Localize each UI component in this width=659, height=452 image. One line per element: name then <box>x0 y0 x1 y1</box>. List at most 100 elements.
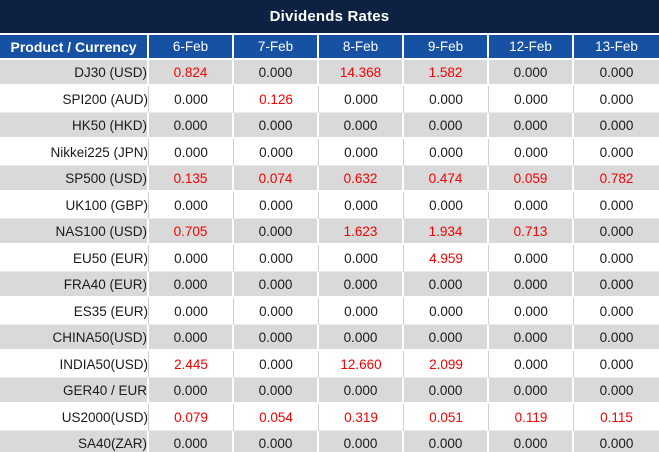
dividend-value-cell: 0.051 <box>404 404 489 431</box>
dividend-value-cell: 0.000 <box>489 325 574 351</box>
dividend-value-cell: 0.000 <box>404 86 489 113</box>
product-cell: NAS100 (USD) <box>0 219 149 245</box>
dividend-value-cell: 0.000 <box>319 86 404 113</box>
table-row: UK100 (GBP) 0.000 0.000 0.000 0.000 0.000 0.00… <box>0 192 659 219</box>
dividend-value-cell: 0.000 <box>404 272 489 298</box>
dividend-value-cell: 0.000 <box>234 351 319 378</box>
dividend-value-cell: 0.000 <box>149 272 234 298</box>
dividend-value-cell: 0.474 <box>404 166 489 192</box>
table-row: HK50 (HKD) 0.000 0.000 0.000 0.000 0.000 0.000 <box>0 113 659 139</box>
dividend-value-cell: 0.000 <box>234 60 319 86</box>
dividend-value-cell: 0.000 <box>489 192 574 219</box>
dividend-value-cell: 0.000 <box>404 431 489 452</box>
product-cell: DJ30 (USD) <box>0 60 149 86</box>
dividend-value-cell: 14.368 <box>319 60 404 86</box>
dividend-value-cell: 0.119 <box>489 404 574 431</box>
table-row: Nikkei225 (JPN) 0.000 0.000 0.000 0.000 0.000… <box>0 139 659 166</box>
dividend-value-cell: 0.000 <box>234 192 319 219</box>
dividend-value-cell: 0.000 <box>319 113 404 139</box>
dividend-value-cell: 0.000 <box>574 60 659 86</box>
dividend-value-cell: 0.000 <box>319 378 404 404</box>
table-body: DJ30 (USD) 0.824 0.000 14.368 1.582 0.000 0.00… <box>0 60 659 452</box>
dividend-value-cell: 0.115 <box>574 404 659 431</box>
dividend-value-cell: 0.000 <box>234 113 319 139</box>
dividend-value-cell: 0.000 <box>404 298 489 325</box>
dividend-value-cell: 0.000 <box>574 378 659 404</box>
column-header-date: 9-Feb <box>404 35 489 60</box>
product-cell: UK100 (GBP) <box>0 192 149 219</box>
column-header-date: 8-Feb <box>319 35 404 60</box>
dividend-value-cell: 1.582 <box>404 60 489 86</box>
dividend-value-cell: 0.000 <box>489 60 574 86</box>
dividends-table: Product / Currency 6-Feb 7-Feb 8-Feb 9-Feb 12… <box>0 35 659 452</box>
dividend-value-cell: 1.934 <box>404 219 489 245</box>
dividend-value-cell: 0.000 <box>489 113 574 139</box>
table-row: SPI200 (AUD) 0.000 0.126 0.000 0.000 0.000 0.0… <box>0 86 659 113</box>
dividend-value-cell: 4.959 <box>404 245 489 272</box>
dividend-value-cell: 0.000 <box>149 378 234 404</box>
dividend-value-cell: 0.079 <box>149 404 234 431</box>
dividend-value-cell: 0.000 <box>149 298 234 325</box>
product-cell: INDIA50(USD) <box>0 351 149 378</box>
dividend-value-cell: 0.705 <box>149 219 234 245</box>
product-cell: ES35 (EUR) <box>0 298 149 325</box>
dividend-value-cell: 0.059 <box>489 166 574 192</box>
dividend-value-cell: 12.660 <box>319 351 404 378</box>
dividend-value-cell: 0.000 <box>234 139 319 166</box>
table-row: SP500 (USD) 0.135 0.074 0.632 0.474 0.059 0.78… <box>0 166 659 192</box>
table-row: GER40 / EUR 0.000 0.000 0.000 0.000 0.000 0.00… <box>0 378 659 404</box>
dividend-value-cell: 0.000 <box>149 431 234 452</box>
dividend-value-cell: 0.000 <box>149 113 234 139</box>
dividend-value-cell: 2.445 <box>149 351 234 378</box>
table-row: DJ30 (USD) 0.824 0.000 14.368 1.582 0.000 0.00… <box>0 60 659 86</box>
dividend-value-cell: 0.000 <box>574 325 659 351</box>
title-bar: Dividends Rates <box>0 0 659 33</box>
dividend-value-cell: 0.000 <box>489 431 574 452</box>
dividend-value-cell: 0.000 <box>574 431 659 452</box>
column-header-date: 13-Feb <box>574 35 659 60</box>
dividend-value-cell: 0.000 <box>489 86 574 113</box>
table-row: INDIA50(USD) 2.445 0.000 12.660 2.099 0.000 0.… <box>0 351 659 378</box>
dividend-value-cell: 0.000 <box>319 325 404 351</box>
product-cell: Nikkei225 (JPN) <box>0 139 149 166</box>
dividend-value-cell: 0.000 <box>574 298 659 325</box>
table-row: NAS100 (USD) 0.705 0.000 1.623 1.934 0.713 0.0… <box>0 219 659 245</box>
dividend-value-cell: 0.000 <box>149 325 234 351</box>
column-header-date: 6-Feb <box>149 35 234 60</box>
dividend-value-cell: 0.000 <box>319 431 404 452</box>
dividend-value-cell: 0.126 <box>234 86 319 113</box>
dividend-value-cell: 0.000 <box>234 272 319 298</box>
dividend-value-cell: 0.000 <box>319 139 404 166</box>
dividend-value-cell: 0.000 <box>404 113 489 139</box>
dividend-value-cell: 0.000 <box>404 192 489 219</box>
dividend-value-cell: 0.000 <box>319 272 404 298</box>
dividend-value-cell: 0.000 <box>489 272 574 298</box>
column-header-date: 7-Feb <box>234 35 319 60</box>
dividend-value-cell: 0.000 <box>149 139 234 166</box>
column-header-product: Product / Currency <box>0 35 149 60</box>
dividend-value-cell: 0.000 <box>574 192 659 219</box>
table-row: FRA40 (EUR) 0.000 0.000 0.000 0.000 0.000 0.00… <box>0 272 659 298</box>
dividend-value-cell: 0.000 <box>319 245 404 272</box>
dividend-value-cell: 2.099 <box>404 351 489 378</box>
product-cell: HK50 (HKD) <box>0 113 149 139</box>
dividend-value-cell: 0.000 <box>234 378 319 404</box>
dividend-value-cell: 1.623 <box>319 219 404 245</box>
dividend-value-cell: 0.000 <box>404 139 489 166</box>
page-title: Dividends Rates <box>269 8 390 25</box>
table-row: US2000(USD) 0.079 0.054 0.319 0.051 0.119 0.11… <box>0 404 659 431</box>
dividend-value-cell: 0.000 <box>404 325 489 351</box>
dividend-value-cell: 0.000 <box>574 113 659 139</box>
dividend-value-cell: 0.632 <box>319 166 404 192</box>
dividend-value-cell: 0.000 <box>574 86 659 113</box>
dividend-value-cell: 0.000 <box>489 298 574 325</box>
column-header-date: 12-Feb <box>489 35 574 60</box>
product-cell: CHINA50(USD) <box>0 325 149 351</box>
dividend-value-cell: 0.000 <box>319 192 404 219</box>
dividend-value-cell: 0.824 <box>149 60 234 86</box>
dividend-value-cell: 0.000 <box>574 219 659 245</box>
product-cell: SA40(ZAR) <box>0 431 149 452</box>
dividend-value-cell: 0.000 <box>574 139 659 166</box>
dividend-value-cell: 0.054 <box>234 404 319 431</box>
product-cell: EU50 (EUR) <box>0 245 149 272</box>
